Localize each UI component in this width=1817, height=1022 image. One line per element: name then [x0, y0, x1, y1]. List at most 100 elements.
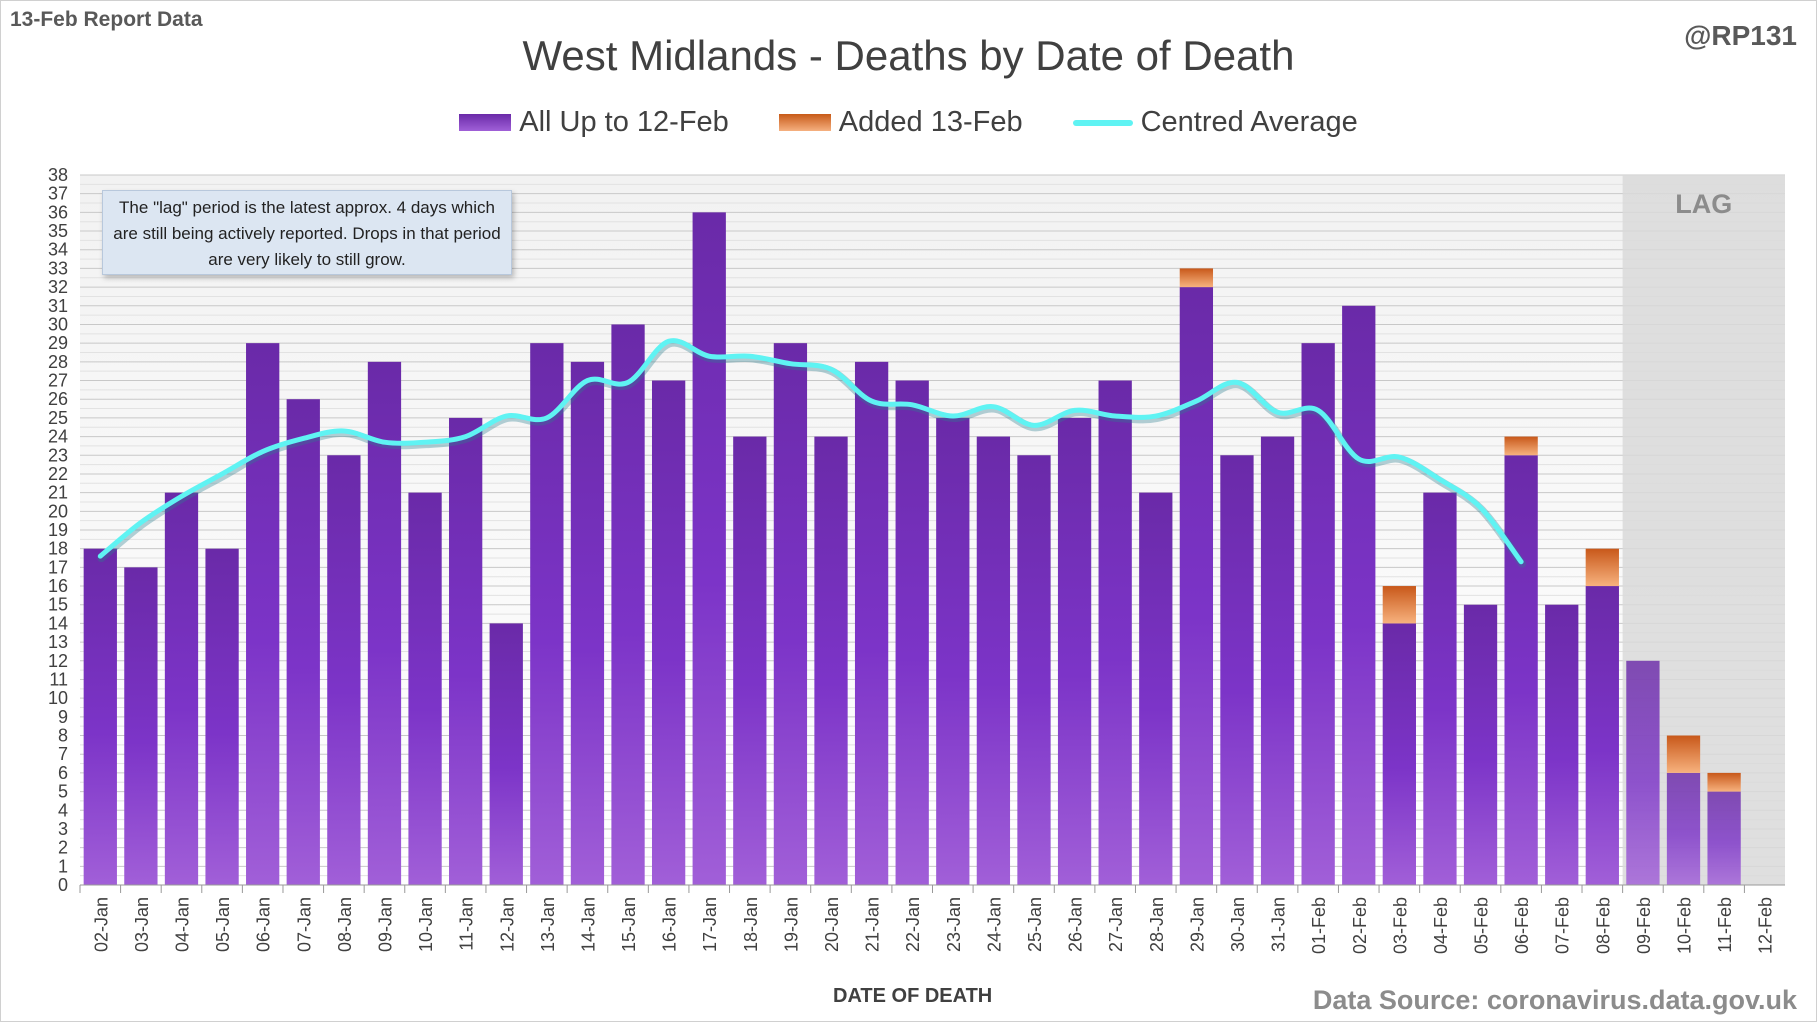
y-tick-label: 13: [48, 632, 68, 652]
bar-base: [1139, 492, 1173, 885]
legend-label-average: Centred Average: [1140, 106, 1358, 138]
x-tick-label: 03-Feb: [1390, 897, 1410, 954]
bar-base: [205, 548, 239, 885]
y-tick-label: 3: [58, 819, 68, 839]
x-tick-label: 19-Jan: [781, 897, 801, 952]
y-tick-label: 0: [58, 875, 68, 895]
y-tick-label: 30: [48, 314, 68, 334]
x-tick-label: 03-Jan: [132, 897, 152, 952]
bar-base: [530, 343, 564, 885]
bar-base: [773, 343, 808, 885]
bar-base: [1707, 791, 1741, 885]
bar-base: [1504, 455, 1538, 885]
x-tick-label: 05-Jan: [213, 897, 233, 952]
x-tick-label: 15-Jan: [619, 897, 639, 952]
x-tick-label: 18-Jan: [741, 897, 761, 952]
bar-added: [1707, 772, 1741, 792]
y-tick-label: 33: [48, 258, 68, 278]
bar-base: [1098, 380, 1132, 885]
x-tick-label: 10-Jan: [416, 897, 436, 952]
bar-base: [976, 436, 1011, 885]
legend-item-average: Centred Average: [1072, 106, 1358, 139]
bar-base: [489, 623, 523, 885]
bar-base: [124, 567, 158, 885]
bar-base: [1463, 604, 1498, 885]
bar-base: [1626, 660, 1660, 885]
bar-added: [1382, 586, 1416, 624]
y-tick-label: 7: [58, 744, 68, 764]
x-tick-label: 31-Jan: [1269, 897, 1289, 952]
y-tick-label: 9: [58, 707, 68, 727]
average-line-group: [97, 338, 1527, 568]
y-tick-label: 2: [58, 838, 68, 858]
bar-base: [570, 361, 605, 885]
author-handle: @RP131: [1684, 20, 1797, 51]
y-tick-label: 17: [48, 557, 68, 577]
x-tick-label: 07-Jan: [294, 897, 314, 952]
x-tick-label: 08-Jan: [335, 897, 355, 952]
bar-base: [1179, 287, 1214, 886]
average-line: [97, 338, 1524, 565]
bar-base: [1017, 455, 1051, 885]
y-tick-label: 25: [48, 408, 68, 428]
y-tick-label: 34: [48, 240, 68, 260]
x-tick-label: 06-Feb: [1512, 897, 1532, 954]
bar-base: [164, 492, 199, 885]
chart-legend: All Up to 12-Feb Added 13-Feb Centred Av…: [0, 106, 1817, 139]
x-tick-label: 09-Feb: [1634, 897, 1654, 954]
x-tick-label: 02-Jan: [91, 897, 111, 952]
legend-item-added: Added 13-Feb: [778, 106, 1023, 139]
x-tick-label: 11-Jan: [457, 897, 477, 951]
legend-label-base: All Up to 12-Feb: [519, 106, 729, 138]
y-tick-label: 27: [48, 371, 68, 391]
y-tick-label: 10: [48, 688, 68, 708]
y-tick-label: 29: [48, 333, 68, 353]
bar-base: [895, 380, 929, 885]
x-tick-label: 12-Feb: [1756, 897, 1776, 954]
x-tick-label: 30-Jan: [1228, 897, 1248, 952]
x-tick-label: 10-Feb: [1675, 897, 1695, 954]
x-tick-label: 05-Feb: [1472, 897, 1492, 954]
bar-base: [611, 324, 645, 885]
x-tick-label: 17-Jan: [700, 897, 720, 952]
bar-base: [1342, 305, 1376, 886]
bar-base: [286, 399, 320, 885]
x-tick-label: 26-Jan: [1066, 897, 1086, 952]
y-tick-label: 35: [48, 221, 68, 241]
x-tick-label: 28-Jan: [1147, 897, 1167, 952]
y-tick-label: 4: [58, 800, 68, 820]
bar-base: [246, 343, 280, 885]
x-tick-label: 16-Jan: [660, 897, 680, 952]
x-tick-label: 02-Feb: [1350, 897, 1370, 954]
x-tick-label: 14-Jan: [578, 897, 598, 952]
legend-swatch-base: [459, 114, 512, 131]
bar-base: [1382, 623, 1416, 885]
x-tick-label: 06-Jan: [254, 897, 274, 952]
report-date-label: 13-Feb Report Data: [10, 8, 203, 31]
y-tick-label: 6: [58, 763, 68, 783]
bar-base: [1585, 586, 1619, 885]
y-tick-label: 12: [48, 651, 68, 671]
x-tick-label: 20-Jan: [822, 897, 842, 952]
x-tick-label: 04-Jan: [172, 897, 192, 952]
bar-base: [692, 212, 726, 886]
bar-added: [1666, 735, 1701, 773]
x-tick-label: 21-Jan: [863, 897, 883, 952]
x-axis-title: DATE OF DEATH: [833, 985, 993, 1007]
bar-base: [327, 455, 361, 885]
y-tick-label: 28: [48, 352, 68, 372]
x-tick-label: 27-Jan: [1106, 897, 1126, 952]
bar-base: [733, 436, 767, 885]
lag-note: The "lag" period is the latest approx. 4…: [102, 190, 512, 275]
x-tick-label: 25-Jan: [1025, 897, 1045, 952]
y-tick-label: 19: [48, 520, 68, 540]
bar-base: [651, 380, 686, 885]
data-source: Data Source: coronavirus.data.gov.uk: [1312, 985, 1797, 1015]
y-tick-label: 36: [48, 202, 68, 222]
legend-label-added: Added 13-Feb: [838, 106, 1023, 138]
y-tick-label: 14: [48, 613, 68, 633]
x-tick-label: 23-Jan: [944, 897, 964, 952]
bar-base: [1423, 492, 1457, 885]
y-tick-label: 21: [48, 483, 68, 503]
y-tick-label: 15: [48, 595, 68, 615]
